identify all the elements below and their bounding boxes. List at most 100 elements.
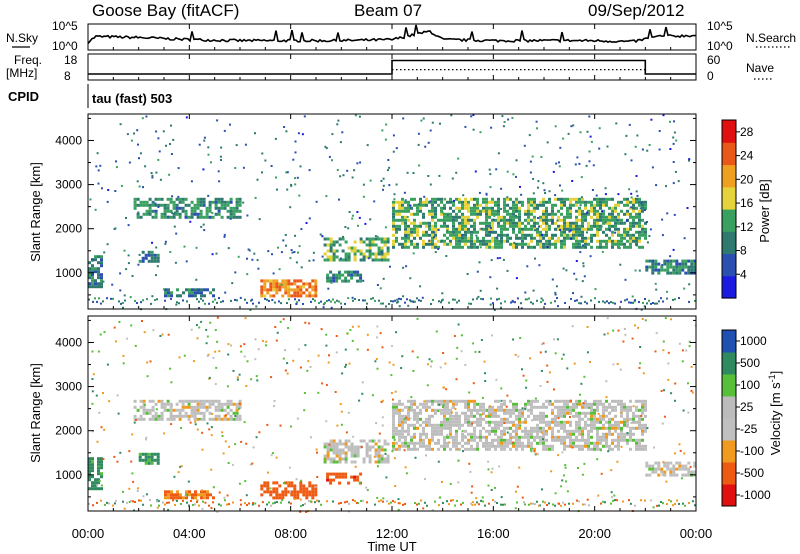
echo-cell <box>646 302 648 305</box>
echo-cell <box>311 285 315 289</box>
echo-cell <box>290 249 293 251</box>
echo-cell <box>392 209 395 213</box>
echo-cell <box>524 233 527 237</box>
echo-cell <box>569 209 572 213</box>
colorbar-swatch <box>722 164 736 188</box>
echo-cell <box>150 250 154 254</box>
echo-cell <box>382 188 384 191</box>
echo-cell <box>638 269 641 272</box>
echo-cell <box>534 397 537 400</box>
echo-cell <box>362 195 365 198</box>
echo-cell <box>428 233 431 237</box>
echo-cell <box>190 328 193 331</box>
echo-cell <box>455 171 458 174</box>
echo-cell <box>414 502 416 505</box>
echo-cell <box>491 236 494 240</box>
echo-cell <box>422 402 425 406</box>
echo-cell <box>485 414 488 418</box>
echo-cell <box>626 227 629 231</box>
echo-cell <box>527 435 530 439</box>
echo-cell <box>261 339 264 342</box>
echo-cell <box>512 230 515 234</box>
echo-cell <box>297 348 300 351</box>
echo-cell <box>661 264 664 267</box>
echo-cell <box>555 162 558 165</box>
echo-region <box>260 481 318 500</box>
echo-cell <box>518 218 521 222</box>
echo-cell <box>482 209 485 213</box>
echo-cell <box>270 454 273 457</box>
echo-cell <box>458 242 461 246</box>
echo-cell <box>148 399 152 403</box>
colorbar-tick-label: 8 <box>740 244 747 258</box>
echo-cell <box>167 288 170 292</box>
echo-cell <box>470 230 473 234</box>
echo-cell <box>498 465 501 468</box>
echo-cell <box>467 206 470 210</box>
echo-cell <box>160 215 164 219</box>
echo-cell <box>479 212 482 216</box>
echo-cell <box>644 426 647 430</box>
echo-cell <box>340 423 343 426</box>
echo-cell <box>500 447 503 451</box>
echo-cell <box>284 282 288 286</box>
echo-cell <box>365 249 369 253</box>
echo-cell <box>456 301 458 304</box>
echo-cell <box>217 417 221 421</box>
echo-cell <box>457 157 460 160</box>
echo-cell <box>476 239 479 243</box>
echo-cell <box>169 251 172 253</box>
echo-cell <box>652 302 654 305</box>
echo-cell <box>365 454 369 458</box>
echo-cell <box>521 242 524 246</box>
echo-cell <box>641 203 644 207</box>
echo-cell <box>551 435 554 439</box>
echo-cell <box>626 420 629 424</box>
echo-cell <box>455 417 458 421</box>
echo-cell <box>490 489 493 491</box>
echo-cell <box>145 438 147 441</box>
echo-cell <box>353 445 357 449</box>
echo-cell <box>527 402 530 406</box>
echo-cell <box>623 245 626 249</box>
echo-cell <box>512 423 515 427</box>
echo-cell <box>263 294 267 298</box>
echo-cell <box>265 340 268 343</box>
echo-cell <box>512 411 515 415</box>
echo-cell <box>163 212 167 216</box>
echo-cell <box>142 411 146 415</box>
echo-cell <box>420 499 422 502</box>
echo-cell <box>239 499 242 502</box>
echo-cell <box>383 252 387 256</box>
echo-cell <box>449 482 452 485</box>
echo-cell <box>536 414 539 418</box>
echo-cell <box>536 242 539 246</box>
echo-cell <box>196 408 200 412</box>
echo-cell <box>364 222 367 225</box>
echo-cell <box>446 408 449 412</box>
power-colorbar-label: Power [dB] <box>757 179 772 243</box>
echo-cell <box>575 218 578 222</box>
echo-cell <box>524 227 527 231</box>
echo-cell <box>485 429 488 433</box>
echo-cell <box>226 203 230 207</box>
echo-cell <box>377 460 381 464</box>
echo-cell <box>530 450 533 453</box>
echo-cell <box>263 285 267 289</box>
echo-cell <box>263 490 267 494</box>
echo-cell <box>601 250 604 253</box>
echo-cell <box>404 215 407 219</box>
echo-cell <box>661 234 664 237</box>
echo-cell <box>578 302 580 305</box>
echo-cell <box>181 405 185 409</box>
echo-cell <box>317 391 320 394</box>
echo-cell <box>100 460 103 464</box>
echo-cell <box>122 306 124 309</box>
echo-cell <box>401 215 404 219</box>
echo-cell <box>561 357 563 360</box>
echo-cell <box>688 345 691 348</box>
echo-cell <box>602 239 605 243</box>
echo-cell <box>229 212 233 216</box>
echo-cell <box>210 426 213 429</box>
echo-cell <box>154 402 158 406</box>
